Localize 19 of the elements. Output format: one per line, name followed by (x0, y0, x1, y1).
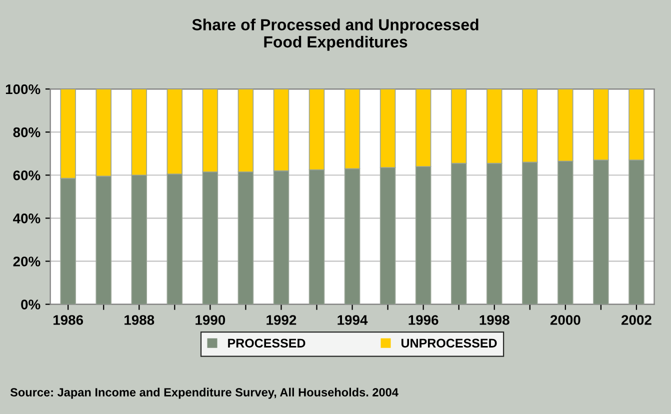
legend-label: UNPROCESSED (402, 338, 497, 348)
x-tick-label: 1996 (408, 315, 438, 325)
x-tick-label: 2000 (550, 315, 580, 325)
y-tick-label: 100% (6, 84, 40, 94)
x-tick-label: 1994 (338, 315, 368, 325)
source-note: Source: Japan Income and Expenditure Survey, All Households. 2004 (10, 388, 398, 399)
chart-title: Share of Processed and Unprocessed Food Expenditures (192, 18, 478, 51)
x-tick-label: 1988 (124, 315, 154, 325)
x-tick-label: 1998 (480, 315, 510, 325)
y-tick-label: 40% (13, 214, 40, 224)
y-tick-label: 0% (21, 300, 40, 310)
y-tick-label: 20% (13, 256, 40, 266)
x-tick-label: 1990 (196, 315, 226, 325)
y-tick-label: 80% (13, 127, 40, 138)
x-tick-label: 1992 (266, 315, 296, 325)
x-tick-label: 1986 (54, 315, 84, 325)
x-tick-label: 2002 (622, 315, 652, 325)
y-tick-label: 60% (13, 170, 40, 180)
legend-label: PROCESSED (228, 338, 306, 348)
